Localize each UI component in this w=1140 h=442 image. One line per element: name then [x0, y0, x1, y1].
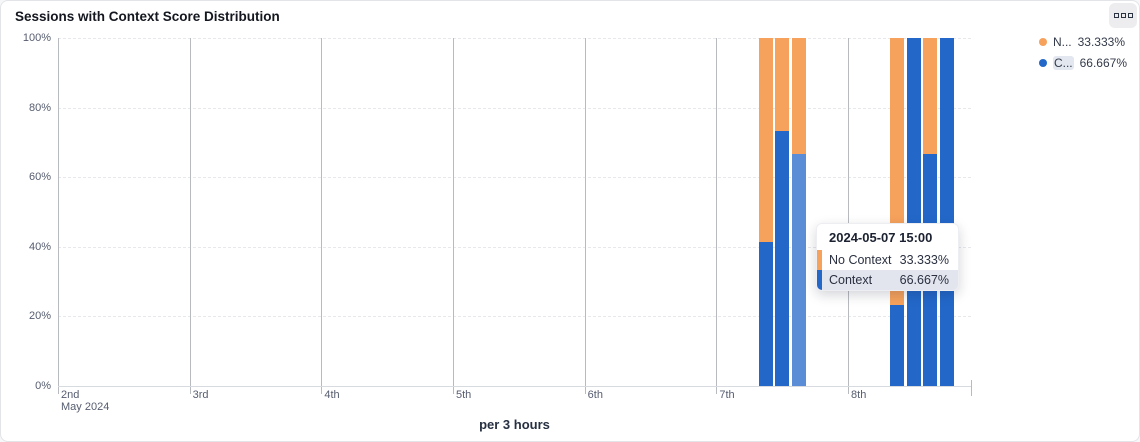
x-axis-line [58, 386, 971, 387]
gridline-horizontal [58, 107, 971, 109]
chart-legend: N... 33.333% C... 66.667% [1038, 35, 1127, 70]
bar-segment-context[interactable] [939, 38, 954, 386]
gridline-vertical [321, 38, 323, 394]
chart-tooltip: 2024-05-07 15:00 No Context 33.333% Cont… [816, 223, 959, 291]
bar-segment-context[interactable] [906, 38, 921, 386]
x-axis-label: 2nd [61, 389, 80, 401]
bar-segment-no-context[interactable] [775, 38, 790, 131]
gridline-horizontal [58, 177, 971, 179]
gridline-horizontal [58, 246, 971, 248]
legend-dot-context-icon [1038, 59, 1047, 67]
tooltip-row-context: Context 66.667% [817, 270, 958, 290]
tooltip-title: 2024-05-07 15:00 [829, 230, 933, 245]
y-axis-label: 40% [28, 240, 51, 253]
x-axis-label: 7th [719, 389, 735, 401]
gridline-horizontal [58, 316, 971, 318]
gridline-vertical [58, 38, 59, 394]
grid-dots-icon [1127, 13, 1133, 18]
tooltip-row-label: No Context [829, 253, 892, 267]
y-axis-label: 100% [22, 32, 51, 44]
bar-segment-context[interactable] [775, 130, 790, 386]
grid-dots-icon [1120, 13, 1126, 18]
legend-item-no-context[interactable]: N... 33.333% [1038, 35, 1127, 49]
x-axis-end-tick [971, 380, 972, 396]
gridline-vertical [716, 38, 718, 394]
series-color-strip [817, 270, 822, 290]
x-axis-label: 5th [456, 389, 472, 401]
gridline-horizontal [58, 38, 971, 39]
y-axis-label: 60% [28, 171, 51, 184]
legend-value: 66.667% [1079, 56, 1127, 70]
y-axis-label: 20% [28, 310, 51, 323]
legend-label: C... [1052, 56, 1074, 70]
tooltip-row-label: Context [829, 273, 873, 287]
legend-label: N... [1052, 35, 1072, 49]
legend-item-context[interactable]: C... 66.667% [1038, 56, 1127, 70]
bar-segment-no-context[interactable] [923, 38, 938, 154]
x-axis-label: 8th [851, 389, 867, 401]
grid-dots-icon [1113, 13, 1119, 18]
tooltip-row-value: 33.333% [899, 253, 949, 267]
gridline-vertical [848, 38, 850, 394]
series-color-strip [817, 250, 822, 270]
x-axis-label: 4th [324, 389, 340, 401]
bar-segment-context[interactable] [758, 241, 773, 386]
gridline-vertical [453, 38, 454, 394]
legend-dot-no-context-icon [1038, 38, 1047, 46]
bar-segment-no-context[interactable] [758, 38, 773, 242]
chart-title: Sessions with Context Score Distribution [15, 9, 280, 24]
x-axis-label: 6th [587, 389, 603, 401]
chart-menu-button[interactable] [1109, 3, 1137, 28]
tooltip-row-value: 66.667% [899, 273, 949, 287]
gridline-vertical [189, 38, 191, 394]
bar-segment-context[interactable] [791, 153, 806, 386]
bar-segment-context[interactable] [890, 304, 905, 386]
legend-value: 33.333% [1077, 35, 1125, 49]
tooltip-row-no-context: No Context 33.333% [817, 250, 958, 270]
x-axis-month-label: May 2024 [61, 401, 110, 413]
y-axis-label: 0% [35, 380, 51, 392]
gridline-vertical [584, 38, 586, 394]
bar-segment-no-context[interactable] [791, 38, 806, 154]
y-axis-label: 80% [28, 101, 51, 114]
x-axis-unit-label: per 3 hours [479, 417, 550, 432]
x-axis-label: 3rd [192, 389, 209, 401]
